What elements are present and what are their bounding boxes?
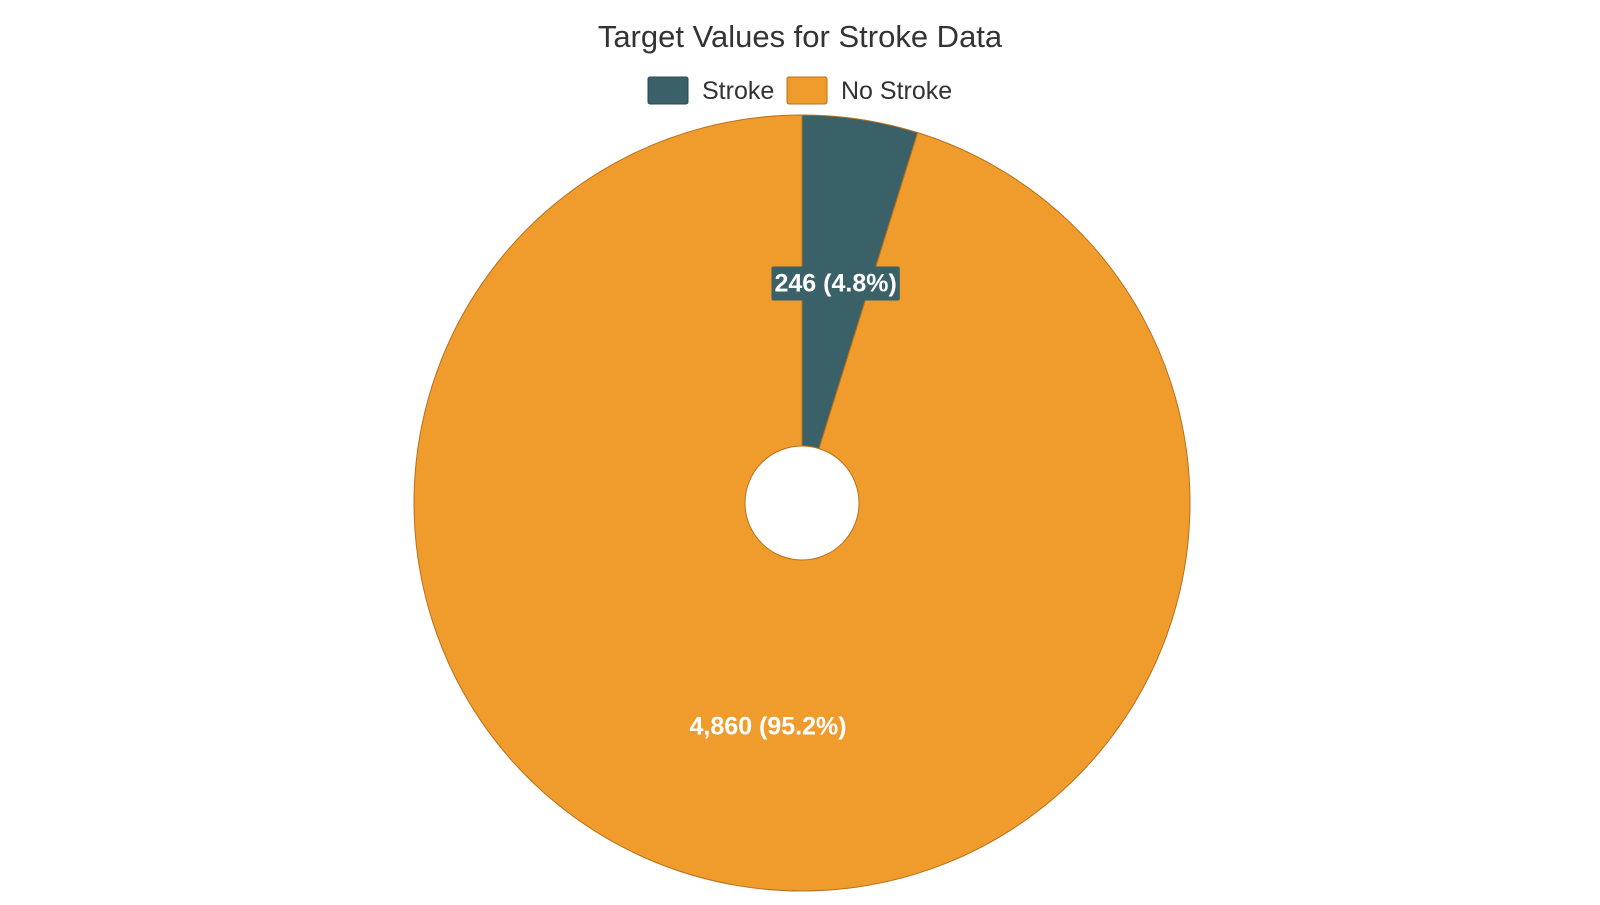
data-label-box-stroke <box>771 266 900 301</box>
data-labels: 246 (4.8%) 4,860 (95.2%) <box>690 266 900 740</box>
legend: Stroke No Stroke <box>647 76 952 105</box>
data-label-no-stroke: 4,860 (95.2%) <box>690 712 847 740</box>
legend-item-stroke[interactable]: Stroke <box>647 76 774 105</box>
legend-label-no-stroke: No Stroke <box>841 77 952 105</box>
data-label-text-no-stroke: 4,860 (95.2%) <box>690 712 847 740</box>
chart-title: Target Values for Stroke Data <box>598 19 1003 54</box>
pie-center-hole <box>744 445 860 561</box>
legend-swatch-no-stroke <box>786 76 828 105</box>
legend-label-stroke: Stroke <box>702 77 774 105</box>
data-label-stroke: 246 (4.8%) <box>771 266 900 301</box>
legend-swatch-stroke <box>647 76 689 105</box>
data-label-text-stroke: 246 (4.8%) <box>774 269 896 297</box>
legend-item-no-stroke[interactable]: No Stroke <box>786 76 952 105</box>
